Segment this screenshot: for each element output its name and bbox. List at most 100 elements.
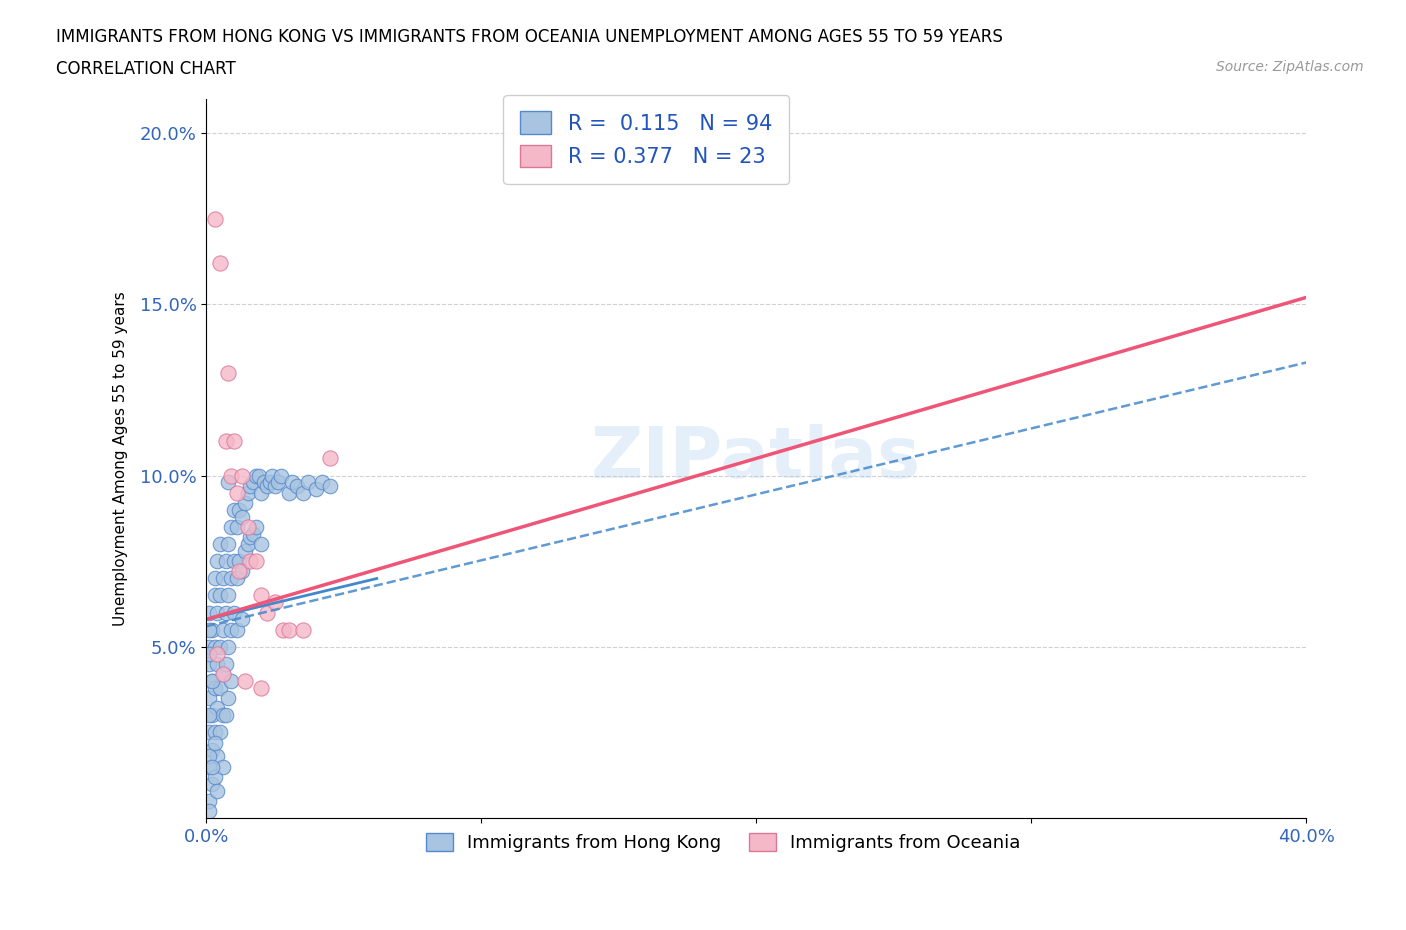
Point bbox=[217, 537, 239, 551]
Point bbox=[245, 553, 267, 568]
Point bbox=[208, 537, 231, 551]
Point bbox=[198, 725, 221, 740]
Point bbox=[239, 478, 262, 493]
Point bbox=[219, 622, 242, 637]
Point bbox=[250, 537, 273, 551]
Point bbox=[236, 537, 259, 551]
Point bbox=[245, 520, 267, 535]
Point bbox=[233, 496, 256, 511]
Point bbox=[233, 543, 256, 558]
Point bbox=[208, 639, 231, 654]
Point bbox=[239, 530, 262, 545]
Point bbox=[217, 365, 239, 380]
Point bbox=[250, 681, 273, 696]
Point bbox=[319, 451, 342, 466]
Point bbox=[245, 468, 267, 483]
Y-axis label: Unemployment Among Ages 55 to 59 years: Unemployment Among Ages 55 to 59 years bbox=[114, 291, 128, 626]
Point bbox=[250, 485, 273, 500]
Legend: Immigrants from Hong Kong, Immigrants from Oceania: Immigrants from Hong Kong, Immigrants fr… bbox=[419, 826, 1028, 859]
Point bbox=[219, 468, 242, 483]
Point bbox=[217, 475, 239, 490]
Point bbox=[219, 571, 242, 586]
Point bbox=[204, 571, 226, 586]
Point bbox=[277, 485, 299, 500]
Point bbox=[231, 510, 253, 525]
Point bbox=[207, 553, 229, 568]
Point bbox=[291, 622, 314, 637]
Point bbox=[207, 657, 229, 671]
Point bbox=[204, 769, 226, 784]
Point bbox=[228, 564, 250, 578]
Point bbox=[204, 725, 226, 740]
Point bbox=[219, 520, 242, 535]
Point bbox=[271, 622, 294, 637]
Point bbox=[219, 673, 242, 688]
Point bbox=[222, 433, 245, 448]
Point bbox=[214, 433, 236, 448]
Point bbox=[207, 749, 229, 764]
Point bbox=[319, 478, 342, 493]
Point bbox=[201, 777, 224, 791]
Point bbox=[198, 793, 221, 808]
Point bbox=[297, 475, 319, 490]
Point bbox=[201, 673, 224, 688]
Point bbox=[214, 605, 236, 620]
Point bbox=[198, 646, 221, 661]
Point bbox=[256, 605, 278, 620]
Point bbox=[201, 622, 224, 637]
Point bbox=[285, 478, 308, 493]
Point bbox=[242, 526, 264, 541]
Point bbox=[201, 673, 224, 688]
Text: IMMIGRANTS FROM HONG KONG VS IMMIGRANTS FROM OCEANIA UNEMPLOYMENT AMONG AGES 55 : IMMIGRANTS FROM HONG KONG VS IMMIGRANTS … bbox=[56, 28, 1002, 46]
Point bbox=[225, 622, 247, 637]
Point bbox=[198, 759, 221, 774]
Point bbox=[211, 667, 233, 682]
Point bbox=[204, 211, 226, 226]
Point bbox=[259, 475, 281, 490]
Point bbox=[228, 502, 250, 517]
Point bbox=[228, 553, 250, 568]
Point bbox=[207, 783, 229, 798]
Point bbox=[198, 708, 221, 723]
Point bbox=[217, 588, 239, 603]
Point bbox=[208, 256, 231, 271]
Point bbox=[214, 553, 236, 568]
Point bbox=[225, 520, 247, 535]
Point bbox=[198, 691, 221, 706]
Point bbox=[222, 553, 245, 568]
Point bbox=[217, 691, 239, 706]
Point bbox=[277, 622, 299, 637]
Point bbox=[256, 478, 278, 493]
Point bbox=[201, 708, 224, 723]
Point bbox=[231, 468, 253, 483]
Point bbox=[311, 475, 333, 490]
Point bbox=[250, 588, 273, 603]
Point bbox=[262, 468, 284, 483]
Point bbox=[253, 475, 276, 490]
Point bbox=[208, 681, 231, 696]
Point bbox=[211, 708, 233, 723]
Point bbox=[242, 475, 264, 490]
Point bbox=[211, 571, 233, 586]
Point bbox=[236, 485, 259, 500]
Point bbox=[211, 622, 233, 637]
Point bbox=[201, 742, 224, 757]
Point bbox=[198, 605, 221, 620]
Point bbox=[291, 485, 314, 500]
Point bbox=[198, 657, 221, 671]
Point bbox=[211, 667, 233, 682]
Point bbox=[211, 759, 233, 774]
Point bbox=[239, 553, 262, 568]
Point bbox=[264, 478, 287, 493]
Point bbox=[217, 639, 239, 654]
Point bbox=[247, 468, 270, 483]
Text: Source: ZipAtlas.com: Source: ZipAtlas.com bbox=[1216, 60, 1364, 74]
Point bbox=[222, 605, 245, 620]
Point bbox=[270, 468, 292, 483]
Point bbox=[207, 701, 229, 716]
Point bbox=[198, 804, 221, 818]
Point bbox=[225, 571, 247, 586]
Point bbox=[305, 482, 328, 497]
Point bbox=[231, 612, 253, 627]
Point bbox=[204, 736, 226, 751]
